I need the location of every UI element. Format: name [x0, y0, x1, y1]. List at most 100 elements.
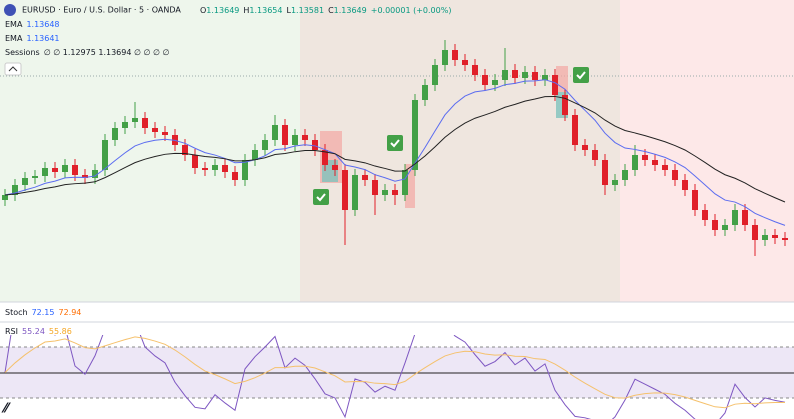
session-bg	[620, 0, 794, 302]
quote-label: O	[200, 6, 206, 15]
candle-body	[142, 118, 148, 128]
candle-body	[372, 180, 378, 195]
candle-body	[562, 95, 568, 115]
candle-body	[232, 172, 238, 180]
candle-body	[502, 70, 508, 80]
candle-body	[462, 60, 468, 65]
candle-body	[442, 50, 448, 65]
candle-body	[452, 50, 458, 60]
candle-body	[702, 210, 708, 220]
candle-body	[722, 225, 728, 230]
candle-body	[342, 170, 348, 210]
candle-body	[12, 185, 18, 195]
candle-body	[152, 128, 158, 132]
indicator-name: EMA	[5, 34, 23, 43]
candle-body	[42, 168, 48, 176]
candle-body	[512, 70, 518, 78]
candle-body	[22, 178, 28, 185]
candle-body	[52, 168, 58, 172]
collapse-button[interactable]	[4, 62, 22, 76]
candle-body	[72, 165, 78, 175]
quote-label: L	[287, 6, 292, 15]
pane-value: 55.24	[22, 327, 45, 336]
candle-body	[622, 170, 628, 180]
candle-body	[682, 180, 688, 190]
candle-body	[642, 155, 648, 160]
candle-body	[412, 100, 418, 170]
candle-body	[62, 165, 68, 172]
rsi-line	[4, 335, 786, 419]
candle-body	[222, 165, 228, 172]
collapse-icon	[8, 66, 18, 72]
candle-body	[272, 125, 278, 140]
candle-body	[662, 165, 668, 170]
candle-body	[162, 132, 168, 135]
candle-body	[422, 85, 428, 100]
candle-body	[472, 65, 478, 75]
pane-value: 72.15	[32, 308, 55, 317]
candle-body	[492, 80, 498, 85]
candle-body	[292, 135, 298, 145]
ema-line	[4, 79, 786, 226]
indicator: EMA 1.13648	[5, 20, 60, 29]
candle-body	[482, 75, 488, 85]
rsi-ma	[4, 336, 786, 409]
candle-body	[282, 125, 288, 145]
indicator-value: 1.13648	[26, 20, 59, 29]
candle-body	[112, 128, 118, 140]
candle-body	[362, 175, 368, 180]
logo: ⁄⁄	[1, 402, 11, 417]
pane-name: RSI	[5, 327, 18, 336]
quote-label: H	[243, 6, 249, 15]
ema-line	[4, 95, 786, 203]
symbol: EURUSD · Euro / U.S. Dollar · 5 · OANDA	[22, 6, 181, 15]
pane-value: 72.94	[58, 308, 81, 317]
candle-body	[382, 190, 388, 195]
candle-body	[102, 140, 108, 170]
candle-body	[332, 165, 338, 170]
indicator-name: Sessions	[5, 48, 40, 57]
checkmarks	[313, 67, 589, 205]
candle-body	[692, 190, 698, 210]
candle-body	[132, 118, 138, 122]
candle-body	[252, 150, 258, 160]
indicator-name: EMA	[5, 20, 23, 29]
candle-body	[732, 210, 738, 225]
session-bg	[0, 0, 300, 302]
pane-value: 55.86	[49, 327, 72, 336]
candle-body	[762, 235, 768, 240]
candle-body	[302, 135, 308, 140]
candle-body	[522, 72, 528, 78]
candle-body	[402, 170, 408, 195]
candle-body	[352, 175, 358, 210]
candle-body	[392, 190, 398, 195]
indicator: EMA 1.13641	[5, 34, 60, 43]
session-bg	[300, 0, 620, 302]
candle-body	[652, 160, 658, 165]
indicator-value: ∅ ∅ 1.12975 1.13694 ∅ ∅ ∅ ∅	[44, 48, 170, 57]
candle-body	[212, 165, 218, 170]
candle-body	[742, 210, 748, 225]
candle-body	[782, 238, 788, 240]
candle-body	[32, 176, 38, 178]
pane-legend: Stoch 72.15 72.94	[5, 308, 81, 317]
quote-value: 1.13649	[334, 6, 367, 15]
symbol-icon	[4, 4, 16, 16]
candle-body	[752, 225, 758, 240]
candle-body	[532, 72, 538, 80]
candle-body	[242, 160, 248, 180]
candle-body	[552, 75, 558, 95]
candle-body	[572, 115, 578, 145]
candle-body	[632, 155, 638, 170]
candle-body	[322, 150, 328, 165]
quote: O1.13649 H1.13654 L1.13581 C1.13649 +0.00001…	[200, 6, 451, 15]
candle-body	[772, 235, 778, 238]
quote-value: 1.13654	[249, 6, 282, 15]
candle-body	[262, 140, 268, 150]
quote-value: 1.13649	[206, 6, 239, 15]
candle-body	[92, 170, 98, 178]
pane-name: Stoch	[5, 308, 28, 317]
candle-body	[542, 75, 548, 80]
candle-body	[312, 140, 318, 150]
